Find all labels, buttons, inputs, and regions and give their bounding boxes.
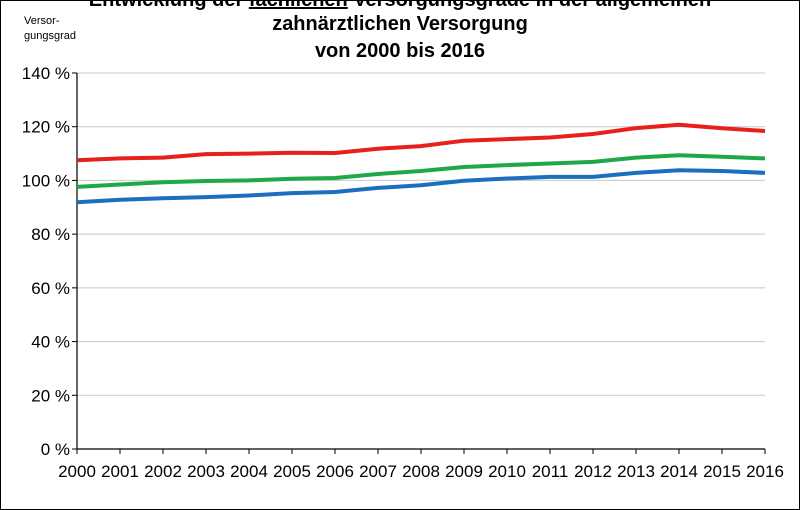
y-tick-label: 20 % xyxy=(31,386,70,405)
chart-title-line1: Entwicklung der fachlichen Versorgungsgr… xyxy=(0,0,800,11)
axes xyxy=(72,72,766,454)
x-tick-label: 2000 xyxy=(58,462,96,481)
x-tick-label: 2002 xyxy=(144,462,182,481)
series-lines xyxy=(76,122,766,205)
y-axis-label-line1: Versor- xyxy=(24,15,60,27)
x-tick-label: 2016 xyxy=(746,462,784,481)
chart-title-line3: von 2000 bis 2016 xyxy=(314,40,486,62)
x-tick-label: 2001 xyxy=(101,462,139,481)
x-tick-label: 2009 xyxy=(445,462,483,481)
x-tick-label: 2005 xyxy=(273,462,311,481)
series-line xyxy=(76,153,766,189)
y-axis-label-line2: gungsgrad xyxy=(24,30,76,42)
series-line xyxy=(76,122,766,163)
x-tick-label: 2004 xyxy=(230,462,268,481)
y-axis-label: Versor- gungsgrad xyxy=(24,14,94,44)
x-tick-label: 2013 xyxy=(617,462,655,481)
x-tick-label: 2012 xyxy=(574,462,612,481)
chart-title-line2: zahnärztlichen Versorgung xyxy=(272,13,528,35)
x-tick-label: 2010 xyxy=(488,462,526,481)
chart-title-emphasis: fachlichen xyxy=(248,0,348,11)
x-tick-label: 2015 xyxy=(703,462,741,481)
x-tick-label: 2007 xyxy=(359,462,397,481)
y-tick-label: 100 % xyxy=(22,171,70,190)
x-tick-label: 2008 xyxy=(402,462,440,481)
y-tick-label: 140 % xyxy=(22,64,70,83)
gridlines xyxy=(77,72,765,396)
x-tick-label: 2003 xyxy=(187,462,225,481)
y-tick-label: 80 % xyxy=(31,225,70,244)
x-tick-label: 2011 xyxy=(532,462,569,481)
y-tick-label: 60 % xyxy=(31,279,70,298)
x-tick-label: 2006 xyxy=(316,462,354,481)
x-tick-label: 2014 xyxy=(660,462,698,481)
x-tick-labels: 2000 2001 2002 2003 2004 2005 2006 2007 2008 2009… xyxy=(58,462,784,481)
y-tick-label: 40 % xyxy=(31,333,70,352)
series-line xyxy=(76,168,766,205)
y-tick-label: 0 % xyxy=(41,440,70,459)
y-tick-label: 120 % xyxy=(22,118,70,137)
y-tick-labels: 0 % 20 % 40 % 60 % 80 % 100 % 120 % 140 % xyxy=(22,64,70,459)
